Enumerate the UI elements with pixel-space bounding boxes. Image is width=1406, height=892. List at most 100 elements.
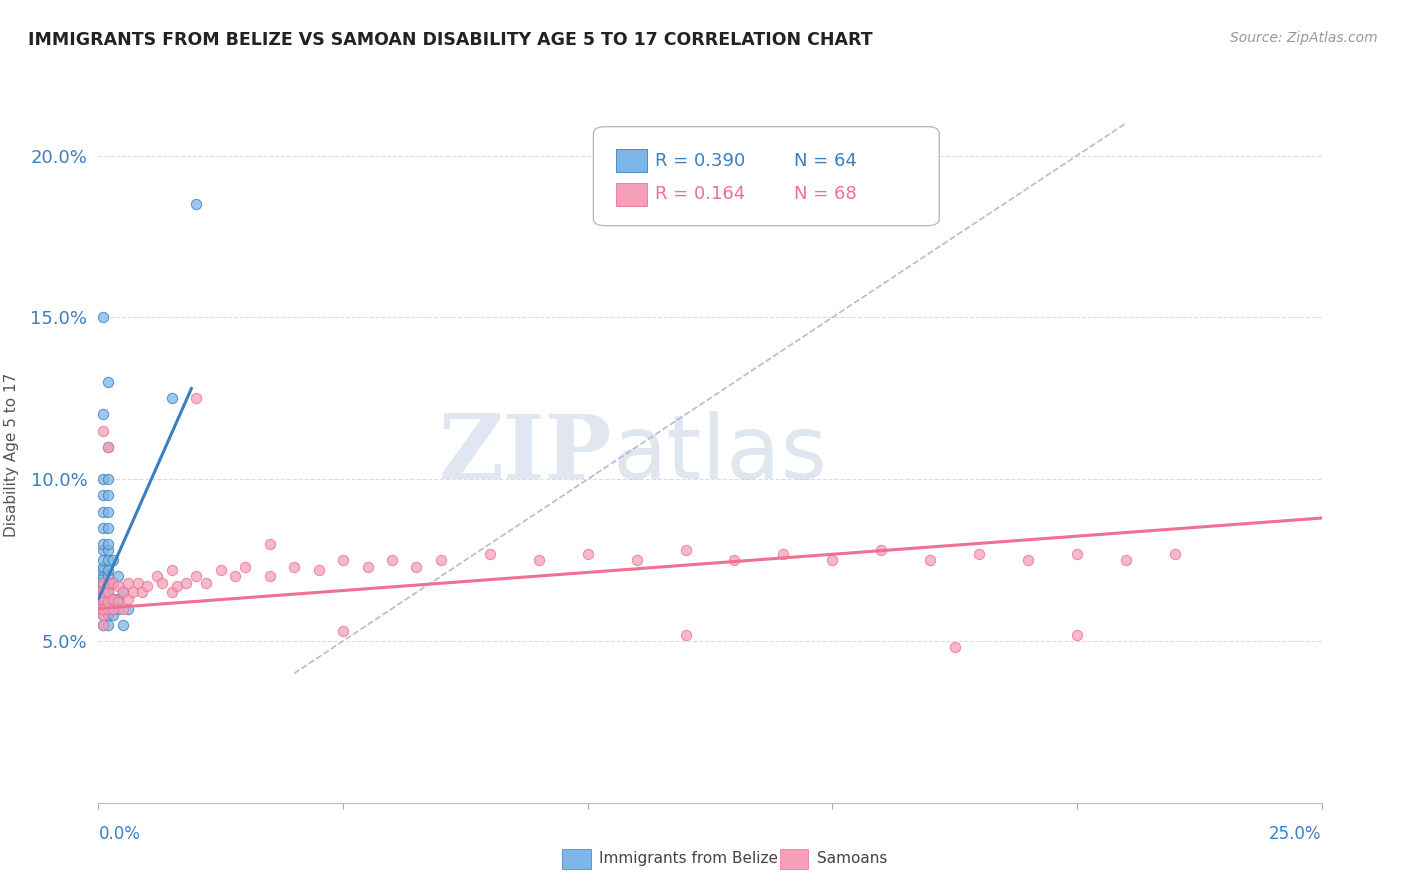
- Point: [97, 579, 120, 593]
- Point: [821, 553, 844, 567]
- Point: [97, 617, 120, 632]
- Point: [91, 608, 114, 623]
- Point: [97, 585, 120, 599]
- Point: [97, 375, 120, 389]
- Point: [224, 569, 246, 583]
- Point: [186, 392, 208, 406]
- Point: [91, 472, 114, 486]
- Point: [117, 591, 139, 606]
- Point: [478, 547, 501, 561]
- Point: [91, 601, 114, 615]
- Point: [91, 310, 114, 325]
- Point: [87, 585, 110, 599]
- Point: [675, 627, 697, 641]
- Text: R = 0.164: R = 0.164: [655, 186, 745, 203]
- Point: [91, 575, 114, 590]
- Point: [91, 591, 114, 606]
- Point: [91, 579, 114, 593]
- Point: [209, 563, 232, 577]
- Point: [91, 585, 114, 599]
- Point: [259, 537, 281, 551]
- Point: [127, 575, 149, 590]
- Point: [101, 575, 124, 590]
- Point: [146, 569, 169, 583]
- Point: [91, 589, 114, 603]
- Point: [91, 521, 114, 535]
- Point: [920, 553, 942, 567]
- Point: [101, 601, 124, 615]
- Point: [91, 408, 114, 422]
- Point: [107, 601, 129, 615]
- Point: [107, 591, 129, 606]
- Point: [160, 392, 183, 406]
- Text: IMMIGRANTS FROM BELIZE VS SAMOAN DISABILITY AGE 5 TO 17 CORRELATION CHART: IMMIGRANTS FROM BELIZE VS SAMOAN DISABIL…: [28, 31, 873, 49]
- Point: [87, 579, 110, 593]
- Point: [91, 591, 114, 606]
- Point: [97, 591, 120, 606]
- Point: [97, 601, 120, 615]
- Point: [97, 585, 120, 599]
- Point: [91, 582, 114, 597]
- Point: [97, 601, 120, 615]
- Point: [136, 579, 159, 593]
- Point: [967, 547, 990, 561]
- Point: [91, 601, 114, 615]
- Point: [87, 601, 110, 615]
- Point: [111, 601, 134, 615]
- Point: [91, 559, 114, 574]
- Point: [97, 521, 120, 535]
- Point: [91, 569, 114, 583]
- Point: [101, 575, 124, 590]
- Point: [430, 553, 453, 567]
- Point: [943, 640, 966, 655]
- Point: [101, 608, 124, 623]
- Point: [723, 553, 745, 567]
- Text: Immigrants from Belize: Immigrants from Belize: [599, 851, 778, 865]
- Point: [97, 440, 120, 454]
- Text: Source: ZipAtlas.com: Source: ZipAtlas.com: [1230, 31, 1378, 45]
- Point: [1115, 553, 1137, 567]
- Point: [381, 553, 404, 567]
- Point: [1164, 547, 1187, 561]
- Point: [87, 591, 110, 606]
- Point: [332, 624, 354, 639]
- Point: [160, 563, 183, 577]
- Point: [527, 553, 550, 567]
- Point: [97, 569, 120, 583]
- Point: [186, 569, 208, 583]
- Point: [195, 575, 218, 590]
- Point: [107, 595, 129, 609]
- Point: [91, 569, 114, 583]
- Point: [233, 559, 256, 574]
- Point: [111, 617, 134, 632]
- Point: [576, 547, 599, 561]
- Point: [97, 543, 120, 558]
- Text: 0.0%: 0.0%: [98, 825, 141, 843]
- Point: [356, 559, 378, 574]
- Point: [91, 563, 114, 577]
- Point: [259, 569, 281, 583]
- Point: [121, 585, 143, 599]
- Point: [87, 582, 110, 597]
- Point: [91, 617, 114, 632]
- Point: [101, 591, 124, 606]
- Point: [101, 553, 124, 567]
- Point: [101, 591, 124, 606]
- Point: [117, 575, 139, 590]
- Text: Samoans: Samoans: [817, 851, 887, 865]
- Point: [405, 559, 427, 574]
- Point: [166, 579, 188, 593]
- Point: [91, 553, 114, 567]
- Point: [87, 585, 110, 599]
- Point: [97, 472, 120, 486]
- Point: [91, 575, 114, 590]
- Point: [131, 585, 153, 599]
- Point: [97, 504, 120, 518]
- Point: [91, 608, 114, 623]
- Text: atlas: atlas: [612, 411, 827, 499]
- Point: [91, 488, 114, 502]
- Point: [107, 579, 129, 593]
- Point: [91, 543, 114, 558]
- Point: [332, 553, 354, 567]
- Point: [87, 601, 110, 615]
